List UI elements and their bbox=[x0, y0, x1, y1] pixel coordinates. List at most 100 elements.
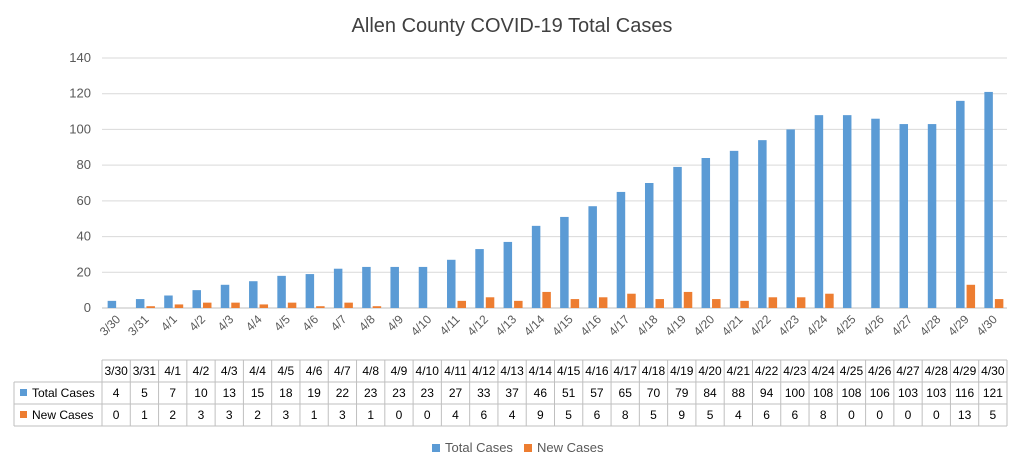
table-header-cell: 4/30 bbox=[981, 364, 1005, 378]
y-tick-label: 20 bbox=[77, 264, 91, 279]
bar-new-cases bbox=[966, 284, 976, 308]
bar-total-cases bbox=[531, 225, 541, 308]
table-header-cell: 4/10 bbox=[416, 364, 440, 378]
x-tick-label: 4/25 bbox=[832, 312, 859, 339]
table-cell: 79 bbox=[675, 386, 689, 400]
table-cell: 9 bbox=[678, 408, 685, 422]
table-cell: 37 bbox=[505, 386, 519, 400]
table-cell: 3 bbox=[282, 408, 289, 422]
table-cell: 0 bbox=[396, 408, 403, 422]
bar-total-cases bbox=[842, 115, 852, 309]
bar-total-cases bbox=[927, 124, 937, 308]
x-tick-label: 4/4 bbox=[243, 312, 265, 334]
table-cell: 88 bbox=[732, 386, 746, 400]
bar-total-cases bbox=[390, 266, 399, 308]
table-header-cell: 4/5 bbox=[277, 364, 294, 378]
table-cell: 5 bbox=[141, 386, 148, 400]
x-tick-label: 4/13 bbox=[493, 312, 520, 339]
table-header-cell: 4/6 bbox=[306, 364, 323, 378]
x-tick-label: 4/29 bbox=[945, 312, 972, 339]
table-cell: 84 bbox=[703, 386, 717, 400]
x-tick-label: 4/14 bbox=[521, 312, 548, 339]
table-cell: 13 bbox=[223, 386, 237, 400]
bar-new-cases bbox=[825, 293, 834, 308]
table-header-cell: 3/31 bbox=[133, 364, 157, 378]
table-cell: 18 bbox=[279, 386, 293, 400]
bar-total-cases bbox=[673, 166, 682, 308]
table-cell: 10 bbox=[194, 386, 208, 400]
legend-label: Total Cases bbox=[445, 440, 513, 455]
table-cell: 6 bbox=[480, 408, 487, 422]
table-header-cell: 4/27 bbox=[896, 364, 920, 378]
bar-new-cases bbox=[259, 304, 269, 308]
data-table: 3/30 3/31 4/1 4/2 4/3 4/4 4/5 4/6 4/7 4/8 4/9 4/10 4… bbox=[13, 359, 1008, 427]
table-cell: 27 bbox=[449, 386, 463, 400]
table-legend-key bbox=[20, 411, 27, 418]
bar-total-cases bbox=[503, 241, 513, 308]
table-cell: 5 bbox=[565, 408, 572, 422]
bar-total-cases bbox=[786, 129, 795, 308]
bar-total-cases bbox=[616, 191, 626, 308]
table-cell: 3 bbox=[339, 408, 346, 422]
x-axis-ticks: 3/30 3/31 4/1 4/2 4/3 4/4 4/5 4/6 4/7 4/8 4/9 4/10 4… bbox=[97, 312, 1000, 339]
bar-new-cases bbox=[740, 300, 749, 308]
y-tick-label: 100 bbox=[69, 121, 91, 136]
table-cell: 8 bbox=[622, 408, 629, 422]
table-cell: 103 bbox=[926, 386, 946, 400]
bar-new-cases bbox=[485, 297, 495, 308]
table-cell: 116 bbox=[955, 386, 974, 400]
y-tick-label: 140 bbox=[69, 50, 91, 65]
bar-new-cases bbox=[287, 302, 297, 308]
bar-total-cases bbox=[758, 140, 767, 308]
table-cell: 0 bbox=[848, 408, 855, 422]
bar-total-cases bbox=[107, 300, 117, 308]
bar-total-cases bbox=[956, 100, 965, 308]
bar-new-cases bbox=[598, 297, 608, 308]
x-tick-label: 4/5 bbox=[271, 312, 293, 334]
y-tick-label: 80 bbox=[77, 157, 91, 172]
x-tick-label: 3/31 bbox=[125, 312, 152, 339]
table-cell: 100 bbox=[785, 386, 805, 400]
table-cell: 4 bbox=[113, 386, 120, 400]
table-cell: 2 bbox=[169, 408, 176, 422]
bar-total-cases bbox=[701, 158, 711, 308]
bar-new-cases bbox=[202, 302, 212, 308]
table-cell: 1 bbox=[367, 408, 374, 422]
table-cell: 5 bbox=[990, 408, 997, 422]
x-tick-label: 4/6 bbox=[300, 312, 322, 334]
y-tick-label: 0 bbox=[84, 300, 91, 315]
x-tick-label: 4/20 bbox=[691, 312, 718, 339]
bar-new-cases bbox=[570, 299, 580, 308]
table-header-cell: 4/29 bbox=[953, 364, 977, 378]
x-tick-label: 4/28 bbox=[917, 312, 944, 339]
table-header-cell: 4/9 bbox=[391, 364, 408, 378]
table-header-cell: 4/28 bbox=[925, 364, 949, 378]
bar-new-cases bbox=[457, 300, 467, 308]
bar-total-cases bbox=[135, 299, 145, 308]
legend: Total Cases New Cases bbox=[432, 440, 604, 455]
table-cell: 3 bbox=[198, 408, 205, 422]
x-tick-label: 4/2 bbox=[186, 312, 208, 334]
table-cell: 22 bbox=[336, 386, 350, 400]
table-cell: 57 bbox=[590, 386, 604, 400]
x-tick-label: 4/23 bbox=[776, 312, 803, 339]
table-cell: 4 bbox=[735, 408, 742, 422]
table-cell: 0 bbox=[876, 408, 883, 422]
table-cell: 46 bbox=[534, 386, 548, 400]
x-tick-label: 4/1 bbox=[158, 312, 180, 334]
table-header-cell: 4/18 bbox=[642, 364, 666, 378]
table-cell: 7 bbox=[169, 386, 176, 400]
table-cell: 94 bbox=[760, 386, 774, 400]
x-tick-label: 4/12 bbox=[465, 312, 492, 339]
x-tick-label: 4/30 bbox=[974, 312, 1001, 339]
bar-total-cases bbox=[164, 295, 173, 308]
table-cell: 108 bbox=[841, 386, 861, 400]
x-tick-label: 4/15 bbox=[549, 312, 576, 339]
table-header-cell: 4/22 bbox=[755, 364, 779, 378]
table-cell: 103 bbox=[898, 386, 918, 400]
table-cell: 4 bbox=[452, 408, 459, 422]
table-cell: 0 bbox=[424, 408, 431, 422]
table-cell: 51 bbox=[562, 386, 576, 400]
x-tick-label: 4/27 bbox=[889, 312, 916, 339]
bar-new-cases bbox=[627, 293, 636, 308]
